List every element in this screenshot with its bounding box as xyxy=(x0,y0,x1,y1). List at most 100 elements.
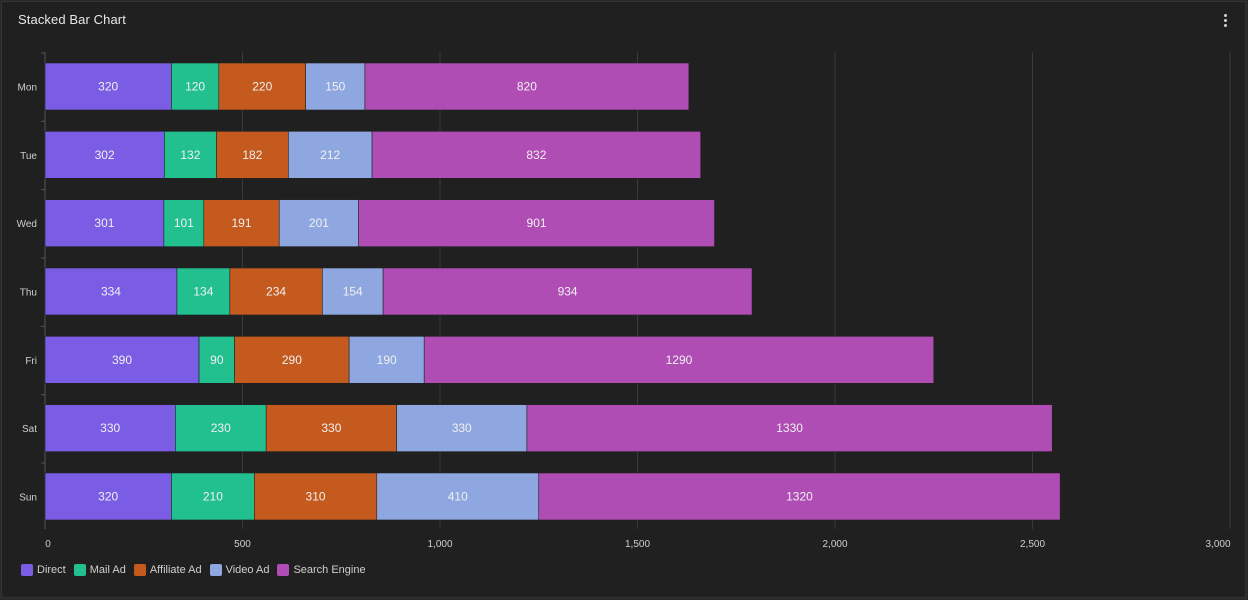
data-label: 390 xyxy=(112,353,132,367)
bar-segment-group: 901 xyxy=(358,199,715,247)
legend: Direct Mail Ad Affiliate Ad Video Ad Search … xyxy=(21,564,366,576)
data-label: 934 xyxy=(558,284,578,298)
menu-dot xyxy=(1223,23,1227,27)
bar-segment-group: 210 xyxy=(171,472,255,521)
data-label: 212 xyxy=(320,148,340,162)
bar-segment[interactable] xyxy=(423,336,935,384)
bar-segment-group: 230 xyxy=(175,404,267,452)
data-label: 330 xyxy=(100,421,120,435)
bar-segment[interactable] xyxy=(44,131,165,179)
legend-item[interactable]: Direct xyxy=(21,564,66,576)
data-label: 410 xyxy=(448,489,468,503)
bar-segment[interactable] xyxy=(376,472,540,521)
bar-segment[interactable] xyxy=(44,199,165,247)
bar-segment-group: 1320 xyxy=(538,472,1061,521)
bar-segment[interactable] xyxy=(358,199,715,247)
bar-segment[interactable] xyxy=(44,267,178,316)
data-label: 191 xyxy=(231,216,251,230)
bar-segment[interactable] xyxy=(44,336,200,384)
data-label: 1330 xyxy=(776,421,803,435)
legend-item[interactable]: Affiliate Ad xyxy=(133,564,202,576)
bar-segment-group: 320 xyxy=(44,62,172,111)
legend-item[interactable]: Mail Ad xyxy=(73,564,126,576)
bar-segment[interactable] xyxy=(44,472,172,521)
bar-segment[interactable] xyxy=(348,336,425,384)
bar-segment[interactable] xyxy=(305,62,366,111)
bar-segment-group: 1330 xyxy=(526,404,1053,452)
data-label: 301 xyxy=(94,216,114,230)
data-label: 820 xyxy=(517,80,537,94)
data-label: 290 xyxy=(282,353,302,367)
bar-segment-group: 220 xyxy=(218,62,307,111)
bar-segment[interactable] xyxy=(229,267,323,316)
bar-segment-group: 1290 xyxy=(423,336,935,384)
data-label: 320 xyxy=(98,80,118,94)
bar-segment[interactable] xyxy=(175,404,267,452)
data-label: 134 xyxy=(193,284,213,298)
data-label: 120 xyxy=(185,80,205,94)
bar-segment-group: 310 xyxy=(254,472,378,521)
bar-segment-group: 330 xyxy=(265,404,397,452)
legend-item[interactable]: Search Engine xyxy=(277,564,366,576)
bar-segment-group: 150 xyxy=(305,62,366,111)
bar-segment[interactable] xyxy=(396,404,528,452)
data-label: 132 xyxy=(180,148,200,162)
data-label: 330 xyxy=(321,421,341,435)
x-tick-label: 1,500 xyxy=(625,539,650,550)
data-label: 90 xyxy=(210,353,224,367)
bar-segment[interactable] xyxy=(371,131,702,179)
bar-segment[interactable] xyxy=(288,131,373,179)
x-tick-label: 2,000 xyxy=(822,539,847,550)
bar-segment-group: 302 xyxy=(44,131,165,179)
bar-segment-group: 234 xyxy=(229,267,323,316)
y-tick-label: Wed xyxy=(17,219,37,230)
bar-segment[interactable] xyxy=(265,404,397,452)
data-label: 1290 xyxy=(666,353,693,367)
bar-segment-group: 120 xyxy=(171,62,220,111)
x-tick-label: 3,000 xyxy=(1205,539,1230,550)
bar-segment[interactable] xyxy=(44,404,176,452)
bar-segment[interactable] xyxy=(163,199,205,247)
menu-dot xyxy=(1223,13,1227,17)
bar-segment[interactable] xyxy=(278,199,359,247)
data-label: 310 xyxy=(306,489,326,503)
data-label: 190 xyxy=(377,353,397,367)
data-label: 832 xyxy=(526,148,546,162)
y-tick-label: Mon xyxy=(18,83,37,94)
bar-segment[interactable] xyxy=(216,131,289,179)
bar-segment-group: 330 xyxy=(44,404,176,452)
legend-swatch xyxy=(209,564,222,576)
bar-segment[interactable] xyxy=(321,267,384,316)
legend-label: Mail Ad xyxy=(89,564,126,576)
data-label: 302 xyxy=(95,148,115,162)
y-tick-label: Fri xyxy=(25,356,37,367)
chart-title: Stacked Bar Chart xyxy=(18,12,126,27)
bar-segment[interactable] xyxy=(203,199,280,247)
bar-segment[interactable] xyxy=(171,472,255,521)
bar-segment[interactable] xyxy=(526,404,1053,452)
bar-segment[interactable] xyxy=(382,267,753,316)
data-label: 230 xyxy=(211,421,231,435)
bar-segment[interactable] xyxy=(198,336,235,384)
legend-item[interactable]: Video Ad xyxy=(209,564,269,576)
bar-segment[interactable] xyxy=(176,267,231,316)
bar-segment-group: 190 xyxy=(348,336,425,384)
bar-segment[interactable] xyxy=(538,472,1061,521)
bar-segment-group: 182 xyxy=(216,131,289,179)
legend-label: Direct xyxy=(37,564,66,576)
y-tick-label: Tue xyxy=(20,151,37,162)
bar-segment-group: 132 xyxy=(163,131,217,179)
legend-swatch xyxy=(133,564,146,576)
bar-segment[interactable] xyxy=(364,62,690,111)
more-options-icon[interactable] xyxy=(1217,10,1233,30)
data-label: 334 xyxy=(101,284,121,298)
menu-dot xyxy=(1223,18,1227,22)
bar-segment[interactable] xyxy=(234,336,350,384)
bar-segment-group: 212 xyxy=(288,131,373,179)
x-tick-label: 1,000 xyxy=(427,539,452,550)
bar-segment-group: 934 xyxy=(382,267,753,316)
data-label: 320 xyxy=(98,489,118,503)
bar-segment[interactable] xyxy=(218,62,307,111)
bar-segment-group: 134 xyxy=(176,267,231,316)
bars: 320 120 220 150 820 302 132 182 212 832 301 101 191 2… xyxy=(44,62,1061,521)
